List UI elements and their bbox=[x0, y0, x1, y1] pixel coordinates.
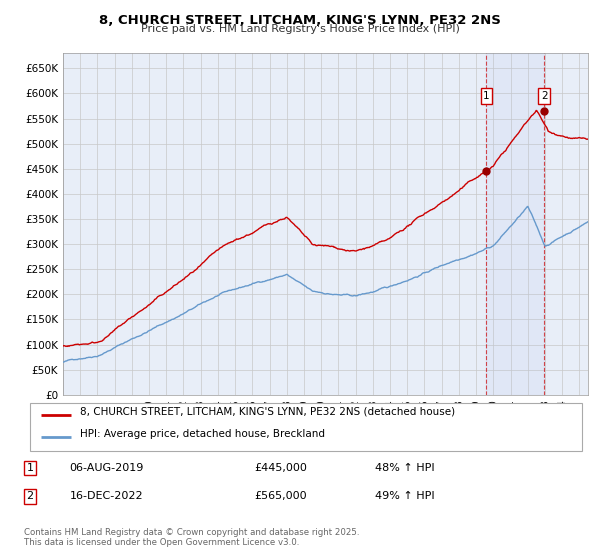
Text: Price paid vs. HM Land Registry's House Price Index (HPI): Price paid vs. HM Land Registry's House … bbox=[140, 24, 460, 34]
Text: 49% ↑ HPI: 49% ↑ HPI bbox=[375, 491, 434, 501]
Text: £565,000: £565,000 bbox=[254, 491, 307, 501]
FancyBboxPatch shape bbox=[30, 403, 582, 451]
Text: 8, CHURCH STREET, LITCHAM, KING'S LYNN, PE32 2NS (detached house): 8, CHURCH STREET, LITCHAM, KING'S LYNN, … bbox=[80, 407, 455, 417]
Text: 48% ↑ HPI: 48% ↑ HPI bbox=[375, 463, 434, 473]
Text: 1: 1 bbox=[26, 463, 34, 473]
Bar bbox=[487, 53, 544, 395]
Text: 16-DEC-2022: 16-DEC-2022 bbox=[70, 491, 143, 501]
Text: 1: 1 bbox=[483, 91, 490, 101]
Text: 2: 2 bbox=[26, 491, 34, 501]
Text: £445,000: £445,000 bbox=[254, 463, 307, 473]
Text: 8, CHURCH STREET, LITCHAM, KING'S LYNN, PE32 2NS: 8, CHURCH STREET, LITCHAM, KING'S LYNN, … bbox=[99, 14, 501, 27]
Text: Contains HM Land Registry data © Crown copyright and database right 2025.
This d: Contains HM Land Registry data © Crown c… bbox=[24, 528, 359, 547]
Text: 2: 2 bbox=[541, 91, 548, 101]
Text: HPI: Average price, detached house, Breckland: HPI: Average price, detached house, Brec… bbox=[80, 429, 325, 439]
Text: 06-AUG-2019: 06-AUG-2019 bbox=[70, 463, 144, 473]
